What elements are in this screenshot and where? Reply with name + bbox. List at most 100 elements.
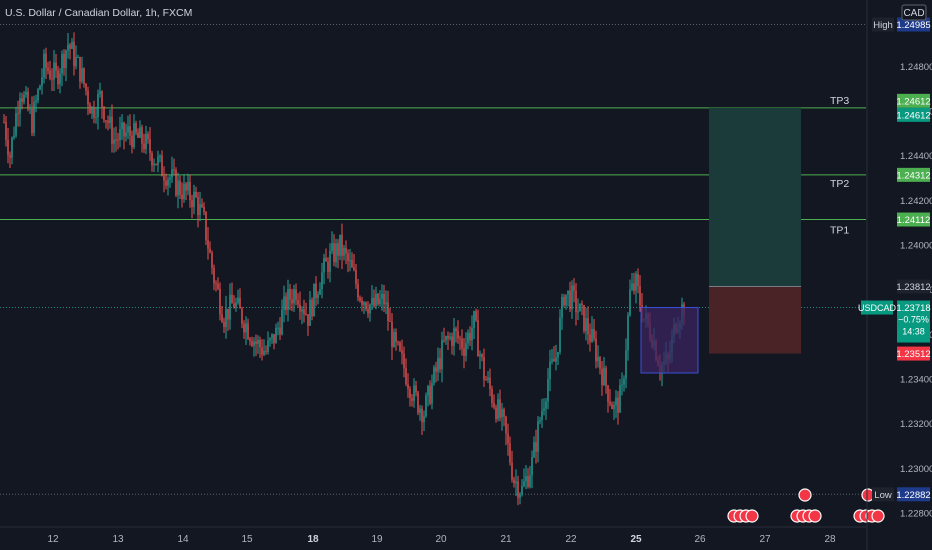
candle-up bbox=[427, 386, 429, 396]
candle-up bbox=[281, 309, 283, 335]
candle-up bbox=[423, 415, 425, 423]
candle-up bbox=[177, 180, 179, 196]
candle-down bbox=[485, 379, 487, 381]
range-box[interactable] bbox=[640, 307, 699, 374]
candle-up bbox=[585, 318, 587, 332]
time-tick-label: 14 bbox=[177, 534, 189, 545]
candle-down bbox=[241, 308, 243, 324]
candle-down bbox=[333, 243, 335, 263]
candle-up bbox=[577, 311, 579, 313]
candle-down bbox=[205, 211, 207, 241]
candle-up bbox=[253, 341, 255, 346]
event-marker-icon[interactable] bbox=[871, 509, 885, 523]
candle-down bbox=[163, 176, 165, 181]
events-layer[interactable] bbox=[727, 488, 885, 523]
candle-down bbox=[513, 479, 515, 484]
candle-down bbox=[111, 116, 113, 144]
candle-down bbox=[295, 289, 297, 301]
candle-up bbox=[529, 475, 531, 487]
candle-up bbox=[267, 340, 269, 352]
price-tick-label: 1.24800 bbox=[900, 62, 932, 73]
candle-down bbox=[461, 338, 463, 349]
candle-down bbox=[481, 354, 483, 357]
candle-down bbox=[325, 257, 327, 262]
candle-up bbox=[467, 332, 469, 344]
last-price-block bbox=[897, 300, 930, 343]
event-marker-icon[interactable] bbox=[808, 509, 822, 523]
candle-down bbox=[259, 340, 261, 348]
candle-down bbox=[3, 121, 5, 123]
candle-up bbox=[29, 108, 31, 110]
candle-up bbox=[541, 410, 543, 420]
candle-down bbox=[405, 368, 407, 385]
candle-down bbox=[493, 402, 495, 408]
candle-up bbox=[171, 169, 173, 178]
candle-up bbox=[169, 177, 171, 180]
candle-down bbox=[457, 331, 459, 339]
candle-up bbox=[375, 293, 377, 306]
candle-down bbox=[311, 299, 313, 317]
candle-up bbox=[419, 408, 421, 413]
tp3-value-label-lower: 1.24612 bbox=[896, 110, 930, 121]
candle-up bbox=[167, 179, 169, 186]
candle-up bbox=[283, 296, 285, 310]
candle-down bbox=[511, 462, 513, 480]
candle-down bbox=[223, 321, 225, 328]
candle-down bbox=[117, 139, 119, 141]
candle-down bbox=[395, 332, 397, 342]
candle-up bbox=[437, 358, 439, 372]
candle-down bbox=[17, 113, 19, 115]
candle-up bbox=[99, 91, 101, 95]
candle-down bbox=[611, 404, 613, 410]
candle-down bbox=[595, 338, 597, 362]
stop-value-label-bg bbox=[897, 346, 930, 361]
candle-down bbox=[327, 261, 329, 272]
candle-up bbox=[309, 299, 311, 326]
candle-up bbox=[515, 481, 517, 484]
candle-down bbox=[411, 398, 413, 401]
price-tick-label: 1.23000 bbox=[900, 464, 932, 475]
candle-up bbox=[579, 303, 581, 312]
candle-up bbox=[363, 302, 365, 305]
tp1-label: TP1 bbox=[830, 225, 849, 237]
currency-badge[interactable] bbox=[901, 4, 927, 21]
candle-up bbox=[545, 401, 547, 409]
candle-up bbox=[431, 383, 433, 404]
candle-up bbox=[441, 340, 443, 370]
price-axis[interactable]: 1.248001.246001.244001.242001.240001.238… bbox=[866, 0, 932, 550]
candle-down bbox=[451, 336, 453, 346]
candle-down bbox=[297, 300, 299, 305]
candle-up bbox=[81, 68, 83, 82]
candle-down bbox=[607, 385, 609, 402]
candle-down bbox=[57, 70, 59, 85]
candle-up bbox=[187, 181, 189, 191]
candle-up bbox=[257, 340, 259, 344]
time-tick-label: 19 bbox=[371, 534, 383, 545]
candle-down bbox=[203, 206, 205, 212]
candle-down bbox=[341, 234, 343, 256]
stop-value-label: 1.23512 bbox=[896, 349, 930, 360]
candle-down bbox=[185, 183, 187, 191]
candle-down bbox=[115, 139, 117, 141]
candle-down bbox=[79, 56, 81, 82]
time-tick-label: 20 bbox=[435, 534, 447, 545]
entry-value-label-bg bbox=[897, 279, 930, 294]
candle-up bbox=[225, 308, 227, 328]
candle-up bbox=[479, 354, 481, 357]
candle-down bbox=[21, 98, 23, 103]
candle-down bbox=[191, 200, 193, 208]
event-marker-icon[interactable] bbox=[745, 509, 759, 523]
time-tick-label: 27 bbox=[759, 534, 771, 545]
tp3-value-label-upper: 1.24612 bbox=[896, 96, 930, 107]
candle-down bbox=[141, 127, 143, 144]
time-axis[interactable]: 12 13 14 15 18 19 20 21 22 25 26 27 28 bbox=[0, 526, 866, 545]
candle-down bbox=[49, 70, 51, 79]
candle-up bbox=[543, 408, 545, 411]
event-marker-icon[interactable] bbox=[798, 488, 812, 502]
price-tick-label: 1.24400 bbox=[900, 151, 932, 162]
candle-up bbox=[35, 100, 37, 103]
candle-down bbox=[447, 336, 449, 339]
candle-down bbox=[509, 443, 511, 463]
